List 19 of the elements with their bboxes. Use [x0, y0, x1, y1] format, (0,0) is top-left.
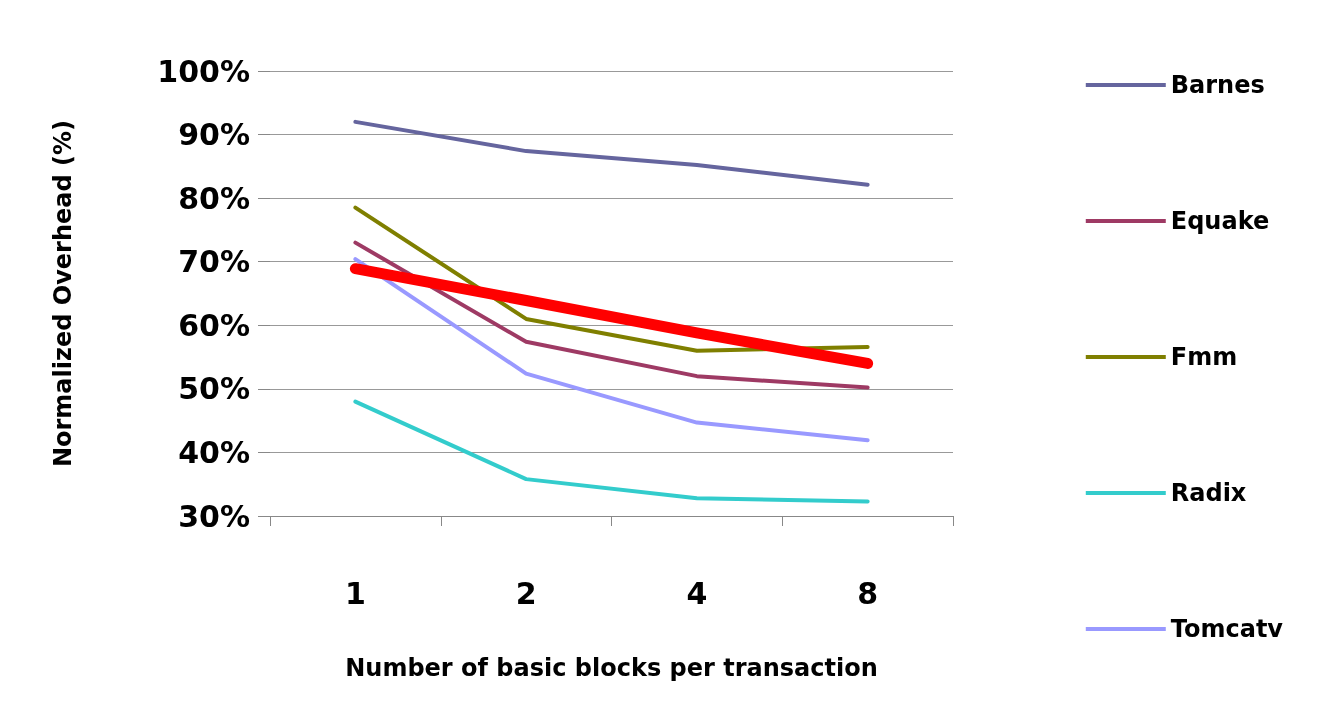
y-tick-label: 50%: [178, 371, 250, 407]
y-tick-label: 40%: [178, 434, 250, 470]
y-tick-label: 80%: [178, 180, 250, 216]
x-tick-label: 2: [515, 575, 537, 611]
legend-label: Fmm: [1170, 343, 1238, 371]
y-axis-title: Normalized Overhead (%): [49, 119, 77, 468]
legend-label: Equake: [1170, 207, 1270, 235]
x-tick-label: 8: [857, 575, 879, 611]
y-tick-label: 30%: [178, 498, 250, 534]
x-axis-title: Number of basic blocks per transaction: [345, 654, 878, 682]
x-tick-label: 4: [686, 575, 708, 611]
legend-label: Radix: [1170, 479, 1247, 507]
y-tick-label: 70%: [178, 244, 250, 280]
legend-label: Tomcatv: [1170, 615, 1284, 643]
y-tick-label: 100%: [157, 53, 250, 89]
legend-label: Barnes: [1170, 71, 1265, 99]
x-tick-label: 1: [344, 575, 366, 611]
y-tick-label: 90%: [178, 117, 250, 153]
y-tick-label: 60%: [178, 307, 250, 343]
